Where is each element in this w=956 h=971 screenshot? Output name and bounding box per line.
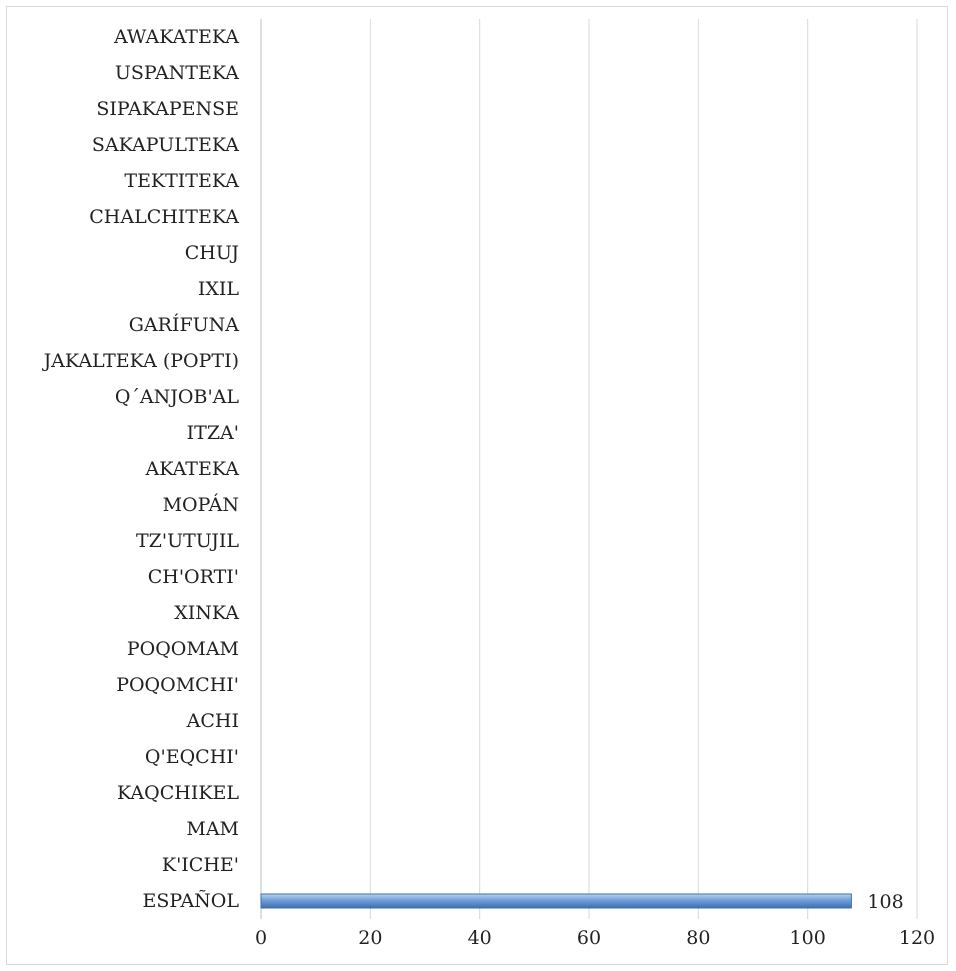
category-label: IXIL: [198, 278, 240, 300]
category-label: JAKALTEKA (POPTI): [42, 350, 239, 372]
x-tick-label: 0: [255, 927, 267, 949]
category-label: KAQCHIKEL: [117, 782, 239, 804]
category-label: MOPÁN: [163, 493, 239, 516]
category-label: POQOMCHI': [116, 674, 239, 696]
category-label: TEKTITEKA: [124, 170, 239, 192]
category-label: Q´ANJOB'AL: [115, 386, 240, 408]
category-label: TZ'UTUJIL: [136, 530, 239, 552]
category-label: XINKA: [174, 602, 239, 624]
category-label: AWAKATEKA: [113, 26, 239, 48]
x-tick-label: 40: [468, 927, 492, 949]
x-tick-labels: 0 20 40 60 80 100 120: [255, 927, 935, 949]
bar-chart: AWAKATEKA USPANTEKA SIPAKAPENSE SAKAPULTEKA…: [42, 19, 935, 949]
category-label: CHALCHITEKA: [89, 206, 239, 228]
chart-frame: AWAKATEKA USPANTEKA SIPAKAPENSE SAKAPULTEKA…: [6, 6, 948, 965]
category-label: SIPAKAPENSE: [96, 98, 239, 120]
category-label: CH'ORTI': [148, 566, 239, 588]
category-label: USPANTEKA: [115, 62, 239, 84]
category-label: POQOMAM: [127, 638, 239, 660]
x-tick-label: 20: [358, 927, 382, 949]
data-labels: 108: [867, 891, 903, 913]
x-tick-label: 100: [790, 927, 826, 949]
category-labels: AWAKATEKA USPANTEKA SIPAKAPENSE SAKAPULTEKA…: [42, 26, 240, 912]
category-label: CHUJ: [185, 242, 239, 264]
category-label: ACHI: [186, 710, 239, 732]
bar: [260, 893, 852, 909]
gridlines: [260, 19, 918, 919]
category-label: GARÍFUNA: [129, 313, 240, 336]
category-label: MAM: [186, 818, 239, 840]
category-label: Q'EQCHI': [145, 746, 239, 768]
category-label: ITZA': [187, 422, 239, 444]
x-tick-label: 120: [899, 927, 935, 949]
category-label: AKATEKA: [144, 458, 239, 480]
data-label: 108: [867, 891, 903, 913]
category-label: ESPAÑOL: [143, 889, 240, 912]
x-tick-label: 80: [686, 927, 710, 949]
category-label: K'ICHE': [162, 854, 239, 876]
category-label: SAKAPULTEKA: [92, 134, 239, 156]
x-tick-label: 60: [577, 927, 601, 949]
bars: [260, 893, 852, 909]
